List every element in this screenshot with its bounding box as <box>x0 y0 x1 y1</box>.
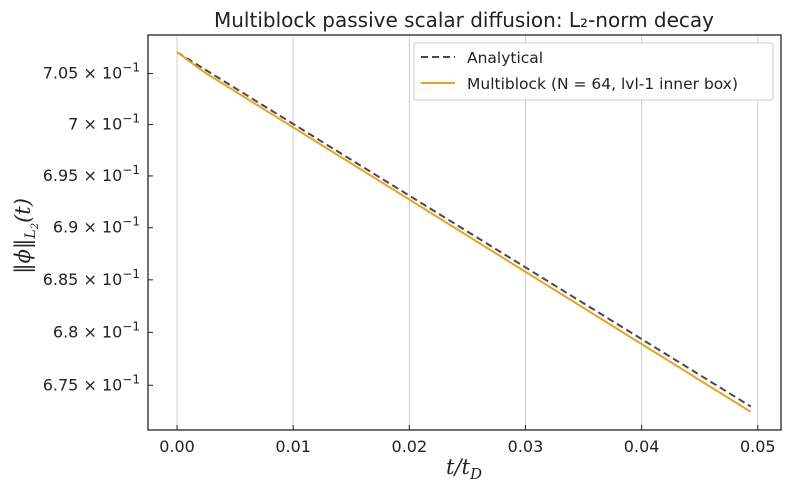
x-axis-label: t/tD <box>446 455 482 483</box>
x-tick-label-0: 0.00 <box>159 437 195 456</box>
x-axis: 0.00 0.01 0.02 0.03 0.04 0.05 <box>159 425 776 456</box>
legend: Analytical Multiblock (N = 64, lvl-1 inn… <box>413 42 774 101</box>
y-tick-label-3: 6.9 × 10−1 <box>53 215 140 237</box>
series-line-0 <box>176 51 752 408</box>
grid <box>176 35 759 430</box>
y-tick-label-0: 6.75 × 10−1 <box>43 372 140 394</box>
y-tick-label-4: 6.95 × 10−1 <box>43 163 140 185</box>
chart-title: Multiblock passive scalar diffusion: L₂-… <box>214 8 714 32</box>
y-tick-label-2: 6.85 × 10−1 <box>43 267 140 289</box>
legend-label-multiblock: Multiblock (N = 64, lvl-1 inner box) <box>467 75 738 93</box>
series-line-1 <box>176 51 752 413</box>
y-tick-label-5: 7 × 10−1 <box>68 112 140 134</box>
x-tick-label-4: 0.04 <box>624 437 660 456</box>
legend-label-analytical: Analytical <box>467 49 543 67</box>
y-tick-label-1: 6.8 × 10−1 <box>53 319 140 341</box>
plot-frame <box>147 34 782 431</box>
y-axis-label: ‖ϕ‖L2(t) <box>11 198 41 274</box>
legend-frame <box>413 42 774 101</box>
x-tick-label-5: 0.05 <box>740 437 776 456</box>
y-tick-label-6: 7.05 × 10−1 <box>43 61 140 83</box>
x-tick-label-3: 0.03 <box>508 437 544 456</box>
y-axis: 6.75 × 10−1 6.8 × 10−1 6.85 × 10−1 6.9 × 10… <box>43 61 153 394</box>
x-tick-label-2: 0.02 <box>392 437 428 456</box>
x-tick-label-1: 0.01 <box>275 437 311 456</box>
series-group <box>176 51 752 413</box>
